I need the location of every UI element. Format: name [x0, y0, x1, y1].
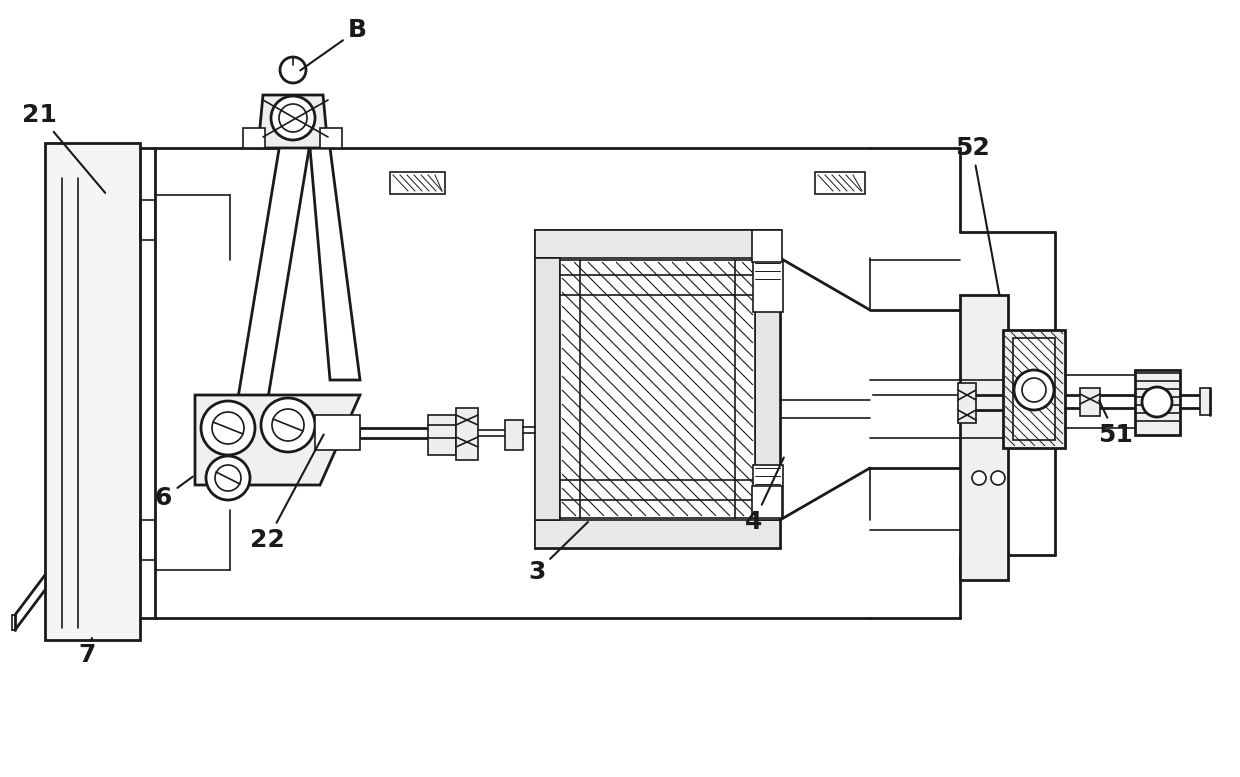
Circle shape	[1022, 378, 1047, 402]
Bar	[534, 520, 780, 548]
Bar	[534, 230, 780, 258]
Bar	[315, 415, 360, 450]
Circle shape	[201, 401, 255, 455]
Polygon shape	[238, 143, 310, 398]
Bar	[562, 262, 753, 516]
Circle shape	[212, 412, 244, 444]
Circle shape	[260, 398, 315, 452]
Bar	[391, 172, 445, 194]
Text: 21: 21	[22, 103, 105, 193]
Text: B: B	[300, 18, 367, 71]
Bar	[1200, 388, 1210, 415]
Bar	[1013, 338, 1055, 440]
Bar	[1004, 332, 1063, 446]
Bar	[751, 486, 782, 518]
Bar	[1003, 330, 1065, 448]
Bar	[243, 128, 265, 148]
Bar	[751, 230, 782, 262]
Bar	[320, 128, 342, 148]
Circle shape	[991, 471, 1004, 485]
Circle shape	[272, 409, 304, 441]
Bar	[560, 260, 755, 518]
Circle shape	[972, 471, 986, 485]
Bar	[534, 230, 780, 548]
Text: 6: 6	[155, 476, 192, 510]
Polygon shape	[258, 95, 329, 148]
Bar	[534, 258, 560, 520]
Bar	[1080, 388, 1100, 416]
Bar	[959, 383, 976, 423]
Text: 51: 51	[1097, 400, 1133, 447]
Bar	[428, 415, 456, 455]
Circle shape	[1014, 370, 1054, 410]
Bar	[755, 258, 780, 520]
Text: 4: 4	[745, 458, 784, 534]
Circle shape	[206, 456, 250, 500]
Bar	[1135, 370, 1180, 435]
Text: 3: 3	[528, 522, 588, 584]
Bar	[456, 408, 477, 460]
Polygon shape	[195, 395, 360, 485]
Bar	[815, 172, 866, 194]
Bar	[960, 295, 1008, 580]
Bar	[505, 420, 523, 450]
Bar	[45, 143, 140, 640]
Text: 52: 52	[955, 136, 999, 295]
Circle shape	[1142, 387, 1172, 417]
Text: 22: 22	[250, 434, 324, 552]
Circle shape	[272, 96, 315, 140]
Circle shape	[280, 57, 306, 83]
Text: 7: 7	[78, 638, 95, 667]
Circle shape	[279, 104, 308, 132]
Bar	[753, 465, 782, 517]
Bar	[753, 260, 782, 312]
Circle shape	[215, 465, 241, 491]
Polygon shape	[310, 148, 360, 380]
